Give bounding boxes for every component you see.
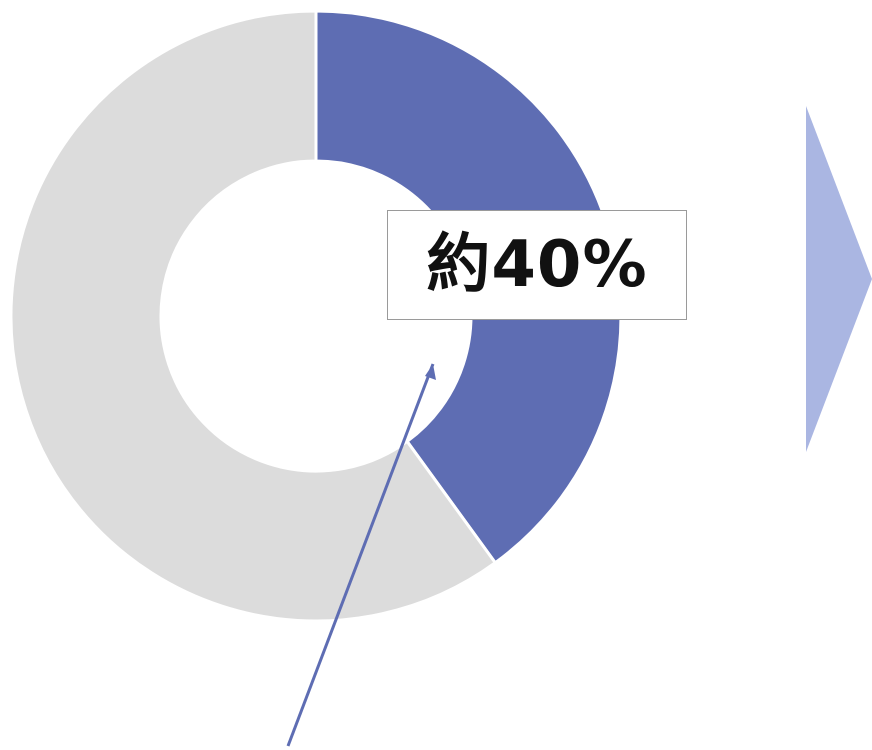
percentage-callout: 約40% xyxy=(387,210,687,320)
percentage-label: 約40% xyxy=(426,228,648,302)
pointer-arrowhead xyxy=(425,364,436,380)
next-chevron-icon xyxy=(806,106,872,452)
donut-slice-remainder xyxy=(9,9,498,623)
pointer-arrow xyxy=(286,363,435,747)
